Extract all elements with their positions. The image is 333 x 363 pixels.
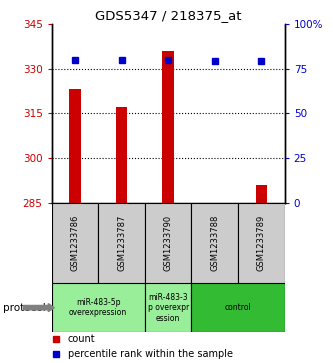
Text: control: control: [225, 303, 251, 312]
Text: percentile rank within the sample: percentile rank within the sample: [68, 349, 233, 359]
Text: GSM1233787: GSM1233787: [117, 215, 126, 272]
Bar: [98, 203, 145, 283]
Bar: [52, 283, 145, 332]
Text: GSM1233789: GSM1233789: [257, 215, 266, 271]
Bar: [162, 50, 174, 203]
Bar: [116, 107, 127, 203]
Text: miR-483-5p
overexpression: miR-483-5p overexpression: [69, 298, 127, 317]
Bar: [145, 283, 191, 332]
Text: protocol: protocol: [3, 303, 46, 313]
Bar: [191, 283, 285, 332]
Text: GSM1233790: GSM1233790: [164, 215, 173, 271]
Title: GDS5347 / 218375_at: GDS5347 / 218375_at: [95, 9, 241, 23]
Bar: [238, 203, 285, 283]
Bar: [256, 185, 267, 203]
Text: count: count: [68, 334, 96, 343]
Bar: [52, 203, 98, 283]
Text: GSM1233788: GSM1233788: [210, 215, 219, 272]
Text: GSM1233786: GSM1233786: [70, 215, 80, 272]
Bar: [69, 89, 81, 203]
Text: miR-483-3
p overexpr
ession: miR-483-3 p overexpr ession: [148, 293, 189, 323]
Bar: [191, 203, 238, 283]
Bar: [145, 203, 191, 283]
